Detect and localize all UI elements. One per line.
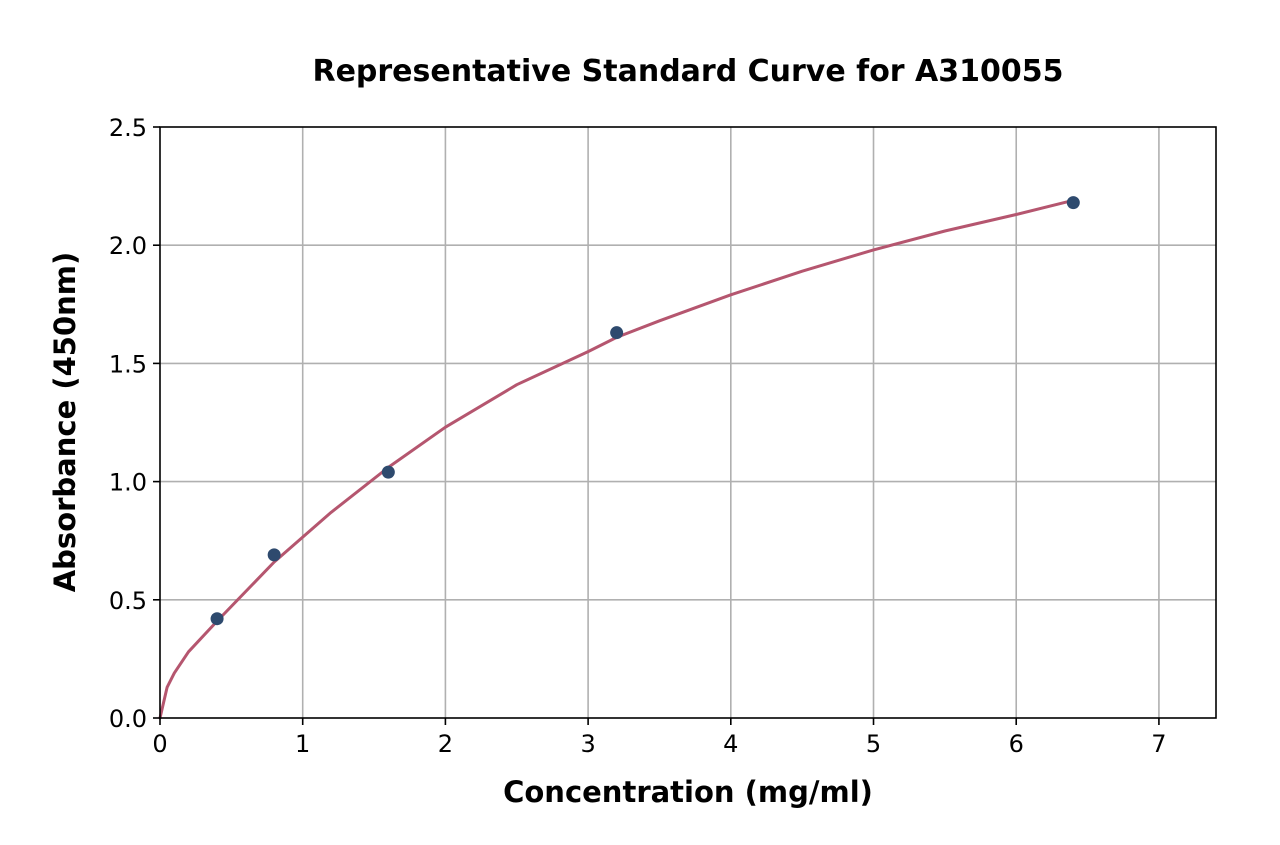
y-axis-label: Absorbance (450nm) bbox=[48, 252, 82, 593]
data-point bbox=[210, 612, 224, 626]
y-tick-label: 2.5 bbox=[109, 114, 147, 142]
chart-title: Representative Standard Curve for A31005… bbox=[312, 54, 1063, 89]
fitted-curve-line bbox=[158, 198, 1075, 720]
y-tick-label: 1.5 bbox=[109, 350, 147, 378]
data-point bbox=[610, 326, 624, 340]
x-tick-label: 5 bbox=[866, 730, 881, 758]
data-point bbox=[267, 548, 281, 562]
x-tick-label: 0 bbox=[152, 730, 167, 758]
x-axis-label: Concentration (mg/ml) bbox=[503, 775, 873, 809]
y-axis-ticks: 0.0 0.5 1.0 1.5 2.0 2.5 bbox=[109, 114, 160, 733]
y-tick-label: 2.0 bbox=[109, 232, 147, 260]
x-tick-label: 7 bbox=[1151, 730, 1166, 758]
x-tick-label: 3 bbox=[580, 730, 595, 758]
plot-frame bbox=[159, 126, 1217, 719]
y-tick-label: 0.5 bbox=[109, 587, 147, 615]
data-points bbox=[210, 196, 1080, 626]
x-axis-ticks: 0 1 2 3 4 5 6 7 bbox=[152, 718, 1167, 758]
data-point bbox=[381, 465, 395, 479]
data-point bbox=[1066, 196, 1080, 210]
x-tick-label: 6 bbox=[1009, 730, 1024, 758]
x-tick-label: 4 bbox=[723, 730, 738, 758]
y-tick-label: 1.0 bbox=[109, 469, 147, 497]
fitted-curve bbox=[158, 198, 1075, 720]
x-tick-label: 2 bbox=[438, 730, 453, 758]
y-tick-label: 0.0 bbox=[109, 705, 147, 733]
x-tick-label: 1 bbox=[295, 730, 310, 758]
grid bbox=[160, 127, 1216, 718]
